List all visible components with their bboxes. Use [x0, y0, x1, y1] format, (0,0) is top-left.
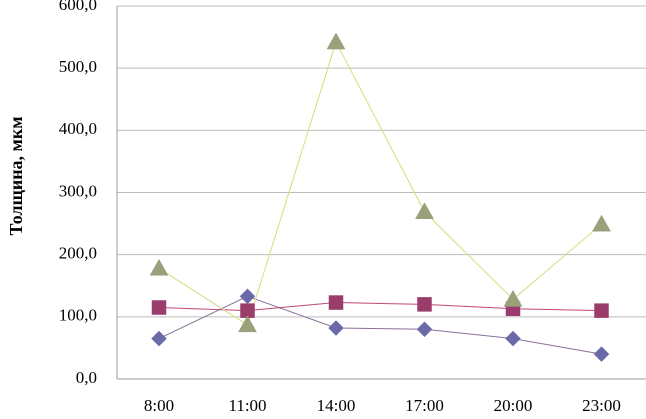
x-tick-label: 11:00: [228, 396, 266, 415]
data-point-s2-1700: [417, 297, 432, 312]
data-point-s1-1400: [328, 320, 344, 336]
data-point-s2-2300: [594, 303, 609, 318]
series-line-1: [158, 295, 602, 355]
data-point-s3-1100: [238, 315, 257, 333]
series-line-2: [158, 302, 602, 312]
data-point-s1-2000: [505, 330, 521, 347]
y-tick-label: 0,0: [76, 368, 97, 387]
gridlines: [117, 5, 646, 318]
series-markers: [149, 32, 611, 362]
x-tick-label: 20:00: [494, 396, 533, 415]
data-point-s3-800: [149, 258, 169, 276]
x-tick-label: 23:00: [582, 396, 621, 415]
series-line-3: [158, 40, 602, 326]
data-point-s3-1700: [415, 202, 434, 220]
x-tick-labels: 8:00 11:00 14:00 17:00 20:00 23:00: [144, 396, 621, 415]
data-point-s1-1100: [239, 288, 256, 305]
data-point-s3-2000: [503, 289, 523, 307]
data-point-s1-800: [151, 330, 167, 347]
data-point-s1-2300: [593, 346, 610, 362]
axes: [116, 6, 646, 380]
data-point-s2-1400: [328, 295, 344, 310]
y-tick-label: 100,0: [59, 306, 97, 325]
y-tick-label: 200,0: [59, 244, 97, 263]
data-point-s2-800: [151, 300, 167, 315]
data-point-s3-2300: [592, 214, 611, 232]
y-tick-label: 600,0: [59, 0, 97, 14]
data-point-s3-1400: [326, 32, 346, 50]
y-tick-label: 300,0: [59, 181, 97, 200]
y-axis-title: Толщина, мкм: [6, 117, 26, 236]
data-point-s1-1700: [416, 321, 433, 338]
x-tick-label: 8:00: [144, 396, 174, 415]
y-tick-label: 500,0: [59, 57, 97, 76]
x-tick-label: 17:00: [405, 396, 444, 415]
x-tick-label: 14:00: [317, 396, 356, 415]
y-tick-label: 400,0: [59, 119, 97, 138]
series-lines: [158, 40, 602, 355]
y-tick-labels: 0,0 100,0 200,0 300,0 400,0 500,0 600,0: [59, 0, 97, 387]
